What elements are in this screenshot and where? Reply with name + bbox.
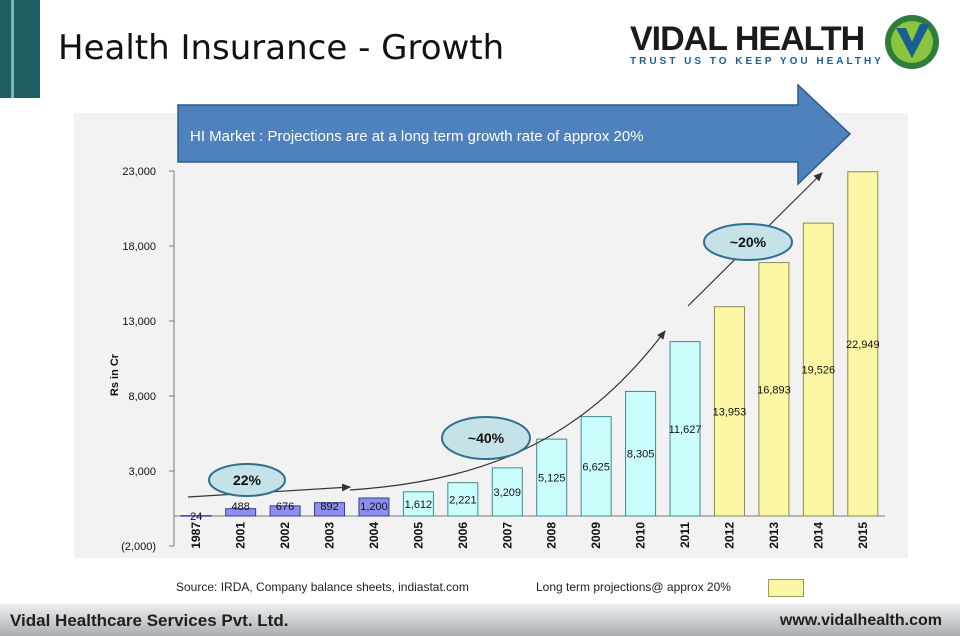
logo-tagline: TRUST US TO KEEP YOU HEALTHY bbox=[630, 56, 884, 67]
x-tick-label: 2006 bbox=[456, 522, 470, 549]
chart-bar bbox=[314, 502, 346, 517]
x-tick-label: 2004 bbox=[367, 522, 381, 549]
chart-bar bbox=[580, 416, 612, 517]
x-tick-label: 2009 bbox=[589, 522, 603, 549]
growth-rate-bubble bbox=[208, 463, 286, 497]
chart-bar bbox=[758, 262, 790, 517]
y-tick-label: 13,000 bbox=[122, 316, 156, 328]
x-tick-label: 2005 bbox=[411, 522, 425, 549]
y-axis-label: Rs in Cr bbox=[109, 353, 121, 396]
accent-bar bbox=[0, 0, 40, 98]
chart-bar bbox=[225, 508, 257, 517]
chart-bar bbox=[847, 171, 879, 517]
projection-note: Long term projections@ approx 20% bbox=[536, 580, 731, 594]
x-tick-label: 2010 bbox=[634, 522, 648, 549]
growth-rate-label: ~40% bbox=[468, 430, 505, 446]
bar-value-label: 22,949 bbox=[846, 339, 880, 351]
chart-bar bbox=[491, 467, 523, 517]
chart-overlay: 22% ~40% ~20% HI Market : Projections are a… bbox=[177, 83, 852, 498]
x-tick-label: 2015 bbox=[856, 522, 870, 549]
source-note: Source: IRDA, Company balance sheets, in… bbox=[176, 580, 469, 594]
chart-bar bbox=[447, 482, 479, 517]
bar-value-label: 676 bbox=[276, 501, 294, 513]
y-tick-label: 23,000 bbox=[122, 166, 156, 178]
x-tick-label: 2011 bbox=[678, 522, 692, 548]
chart-bar bbox=[358, 497, 390, 517]
callout-arrow bbox=[177, 83, 852, 186]
y-tick-label: (2,000) bbox=[121, 541, 156, 553]
growth-rate-bubble bbox=[703, 223, 793, 261]
bar-value-label: 24 bbox=[190, 511, 202, 523]
chart-bar bbox=[713, 306, 745, 517]
legend-swatch-projection bbox=[768, 579, 804, 597]
bar-value-label: 1,612 bbox=[405, 499, 433, 511]
bar-value-label: 11,627 bbox=[669, 424, 702, 436]
x-tick-label: 2002 bbox=[278, 522, 292, 549]
chart-bar bbox=[625, 390, 657, 517]
v-check-icon bbox=[885, 15, 939, 69]
chart-plot-area: (2,000) 3,000 8,000 13,000 18,000 23,000 Rs in… bbox=[109, 166, 885, 553]
logo-name: VIDAL HEALTH bbox=[630, 20, 865, 58]
chart-bar bbox=[402, 491, 434, 517]
growth-rate-bubble bbox=[441, 416, 531, 460]
x-tick-label: 2008 bbox=[545, 522, 559, 549]
page-title: Health Insurance - Growth bbox=[58, 28, 505, 68]
bar-value-label: 16,893 bbox=[757, 384, 791, 396]
growth-chart: (2,000) 3,000 8,000 13,000 18,000 23,000 Rs in… bbox=[74, 83, 908, 558]
bar-value-label: 8,305 bbox=[627, 449, 655, 461]
x-tick-label: 1987 bbox=[189, 522, 203, 549]
growth-rate-label: ~20% bbox=[730, 234, 767, 250]
callout-text: HI Market : Projections are at a long te… bbox=[190, 128, 644, 145]
bar-value-label: 1,200 bbox=[360, 501, 388, 513]
trend-arrow-40 bbox=[349, 330, 666, 491]
chart-bar bbox=[669, 341, 701, 517]
x-tick-label: 2012 bbox=[722, 522, 736, 549]
chart-bar bbox=[180, 515, 212, 517]
chart-bar bbox=[269, 505, 301, 517]
bar-value-label: 19,526 bbox=[802, 365, 836, 377]
footer-website: www.vidalhealth.com bbox=[779, 612, 942, 629]
bar-value-label: 13,953 bbox=[713, 406, 747, 418]
y-tick-label: 3,000 bbox=[128, 466, 156, 478]
chart-bar bbox=[536, 438, 568, 517]
footer-company-name: Vidal Healthcare Services Pvt. Ltd. bbox=[10, 611, 289, 630]
x-tick-label: 2003 bbox=[323, 522, 337, 549]
footer-bar: Vidal Healthcare Services Pvt. Ltd. www.… bbox=[0, 604, 960, 636]
bar-value-label: 5,125 bbox=[538, 473, 566, 485]
bar-value-label: 488 bbox=[231, 501, 249, 513]
bar-value-label: 892 bbox=[320, 501, 338, 513]
chart-bar bbox=[802, 222, 834, 517]
x-tick-label: 2007 bbox=[500, 522, 514, 549]
x-tick-label: 2013 bbox=[767, 522, 781, 549]
x-tick-label: 2001 bbox=[234, 522, 248, 549]
bar-value-label: 6,625 bbox=[582, 461, 610, 473]
bar-value-label: 3,209 bbox=[494, 487, 522, 499]
y-tick-label: 18,000 bbox=[122, 241, 156, 253]
y-tick-label: 8,000 bbox=[128, 391, 156, 403]
x-tick-label: 2014 bbox=[811, 522, 825, 549]
bar-value-label: 2,221 bbox=[449, 494, 477, 506]
company-logo: VIDAL HEALTH TRUST US TO KEEP YOU HEALTH… bbox=[622, 10, 942, 74]
growth-rate-label: 22% bbox=[233, 472, 262, 488]
